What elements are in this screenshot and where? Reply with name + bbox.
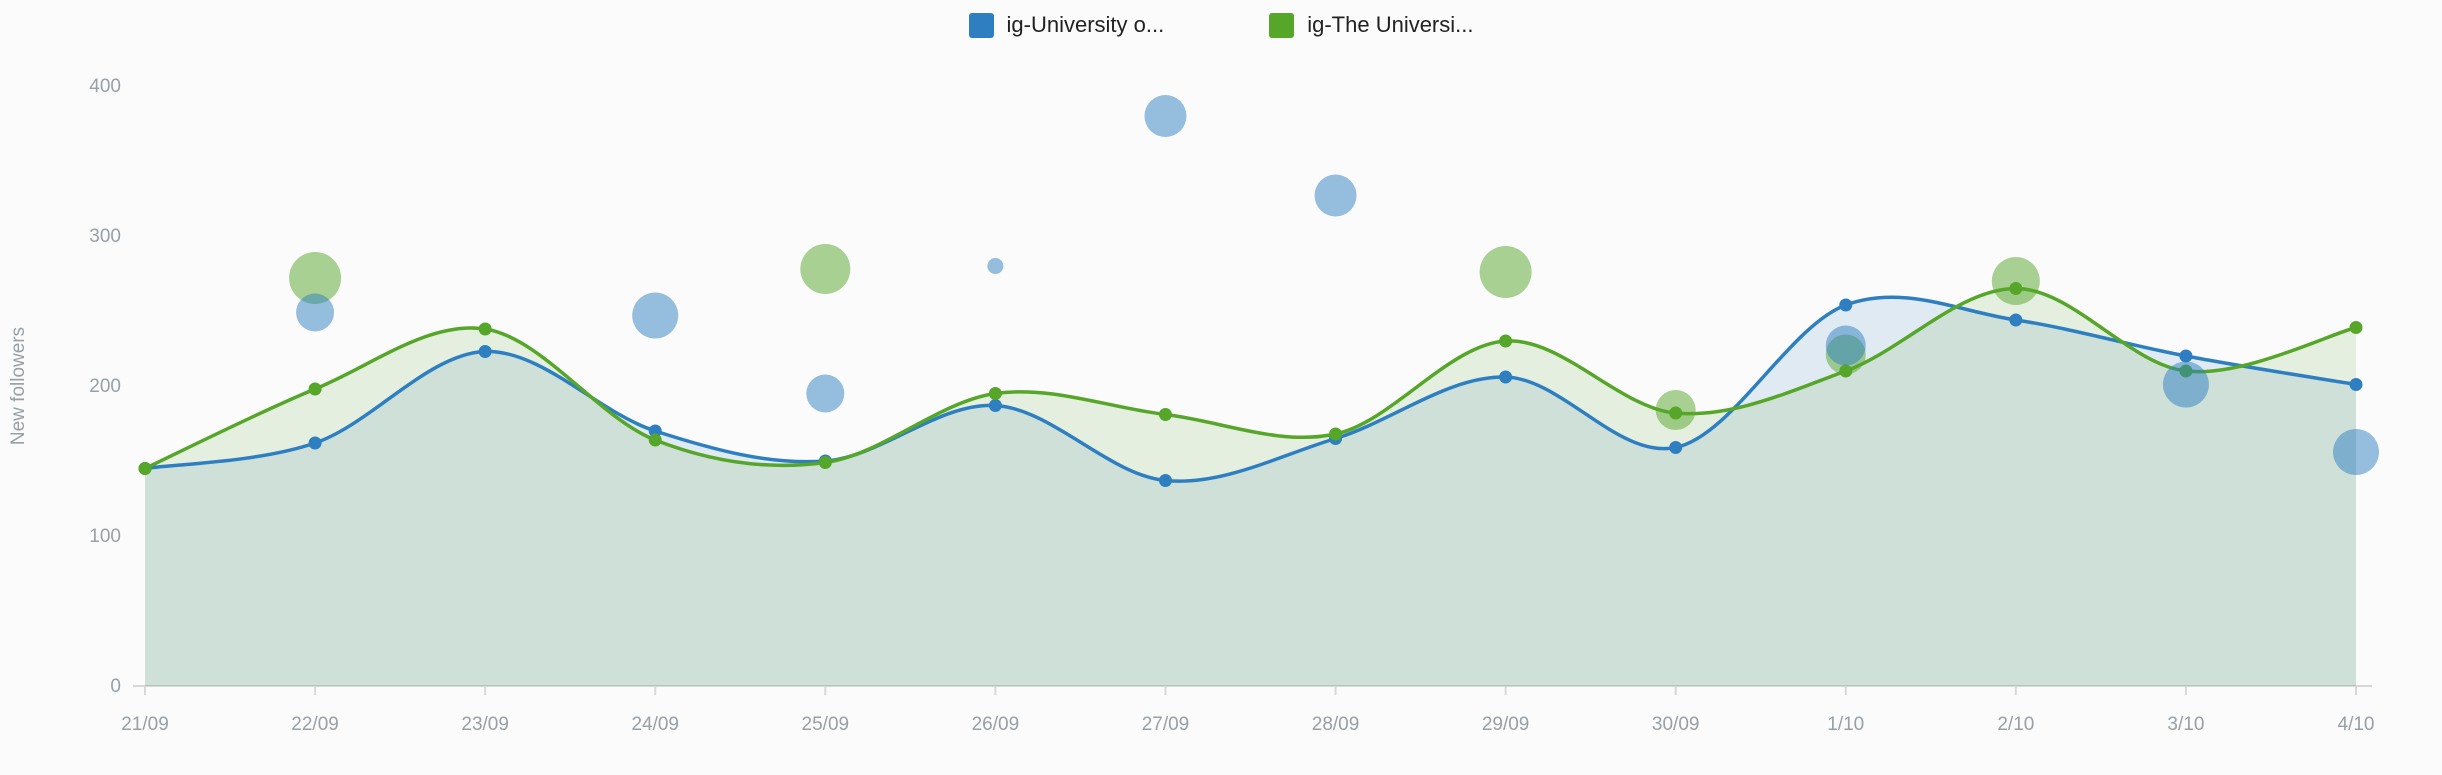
x-axis-label: 25/09 (802, 714, 850, 735)
x-axis-label: 23/09 (461, 714, 509, 735)
legend-item-series-blue[interactable]: ig-University o... (968, 12, 1165, 38)
bubble-series-0[interactable] (1144, 95, 1187, 137)
data-point-series-1[interactable] (1158, 408, 1172, 421)
chart-legend: ig-University o... ig-The Universi... (0, 12, 2442, 38)
data-point-series-0[interactable] (988, 399, 1002, 412)
x-axis-label: 3/10 (2167, 714, 2204, 735)
bubble-series-0[interactable] (1825, 325, 1866, 366)
data-point-series-1[interactable] (1499, 334, 1513, 348)
data-point-series-1[interactable] (818, 456, 832, 469)
bubble-series-0[interactable] (632, 292, 679, 339)
x-axis-label: 30/09 (1652, 714, 1700, 735)
legend-label-green: ig-The Universi... (1307, 12, 1474, 37)
data-point-series-0[interactable] (478, 345, 492, 358)
x-axis-label: 21/09 (121, 714, 169, 735)
bubble-series-0[interactable] (806, 374, 845, 413)
bubble-series-1[interactable] (800, 244, 851, 294)
legend-swatch-blue (968, 12, 994, 38)
legend-item-series-green[interactable]: ig-The Universi... (1269, 12, 1474, 38)
legend-label-blue: ig-University o... (1006, 12, 1165, 37)
y-axis-label: 400 (89, 76, 121, 97)
data-point-series-1[interactable] (308, 382, 322, 396)
data-point-series-0[interactable] (648, 424, 662, 438)
y-axis-title: New followers (8, 327, 29, 445)
data-point-series-0[interactable] (1669, 441, 1683, 454)
data-point-series-0[interactable] (2179, 349, 2193, 363)
bubble-series-0[interactable] (2333, 429, 2379, 475)
x-axis-label: 22/09 (291, 714, 339, 735)
data-point-series-0[interactable] (1499, 370, 1513, 384)
bubble-series-0[interactable] (296, 293, 335, 332)
y-axis-label: 0 (110, 676, 121, 697)
data-point-series-0[interactable] (2349, 378, 2363, 391)
y-axis-label: 300 (89, 226, 121, 247)
data-point-series-1[interactable] (1329, 427, 1343, 441)
series-area-1 (145, 288, 2356, 686)
bubble-series-1[interactable] (1479, 246, 1532, 298)
bubble-series-0[interactable] (2162, 361, 2209, 408)
bubble-series-1[interactable] (1655, 390, 1696, 430)
series-area-0 (145, 297, 2356, 686)
data-point-series-0[interactable] (1839, 298, 1853, 312)
data-point-series-0[interactable] (308, 436, 322, 450)
series-line-0 (143, 295, 2358, 483)
data-point-series-1[interactable] (138, 462, 152, 475)
x-axis-label: 2/10 (1997, 714, 2034, 735)
x-axis-label: 28/09 (1312, 714, 1360, 735)
bubble-series-0[interactable] (987, 258, 1004, 274)
x-axis-label: 29/09 (1482, 714, 1530, 735)
data-point-series-0[interactable] (2009, 313, 2023, 327)
bubble-series-1[interactable] (289, 252, 342, 304)
data-point-series-1[interactable] (648, 433, 662, 447)
bubble-series-1[interactable] (1991, 257, 2040, 305)
data-point-series-1[interactable] (988, 387, 1002, 400)
data-point-series-0[interactable] (1158, 474, 1172, 487)
data-point-series-1[interactable] (478, 322, 492, 336)
x-axis-label: 26/09 (972, 714, 1020, 735)
y-axis-label: 200 (89, 376, 121, 397)
legend-swatch-green (1269, 12, 1295, 38)
y-axis-label: 100 (89, 526, 121, 547)
bubble-series-0[interactable] (1314, 174, 1357, 217)
x-axis-label: 4/10 (2338, 714, 2375, 735)
x-axis-label: 27/09 (1142, 714, 1190, 735)
x-axis-label: 1/10 (1827, 714, 1864, 735)
data-point-series-1[interactable] (2349, 321, 2363, 334)
x-axis-label: 24/09 (631, 714, 679, 735)
